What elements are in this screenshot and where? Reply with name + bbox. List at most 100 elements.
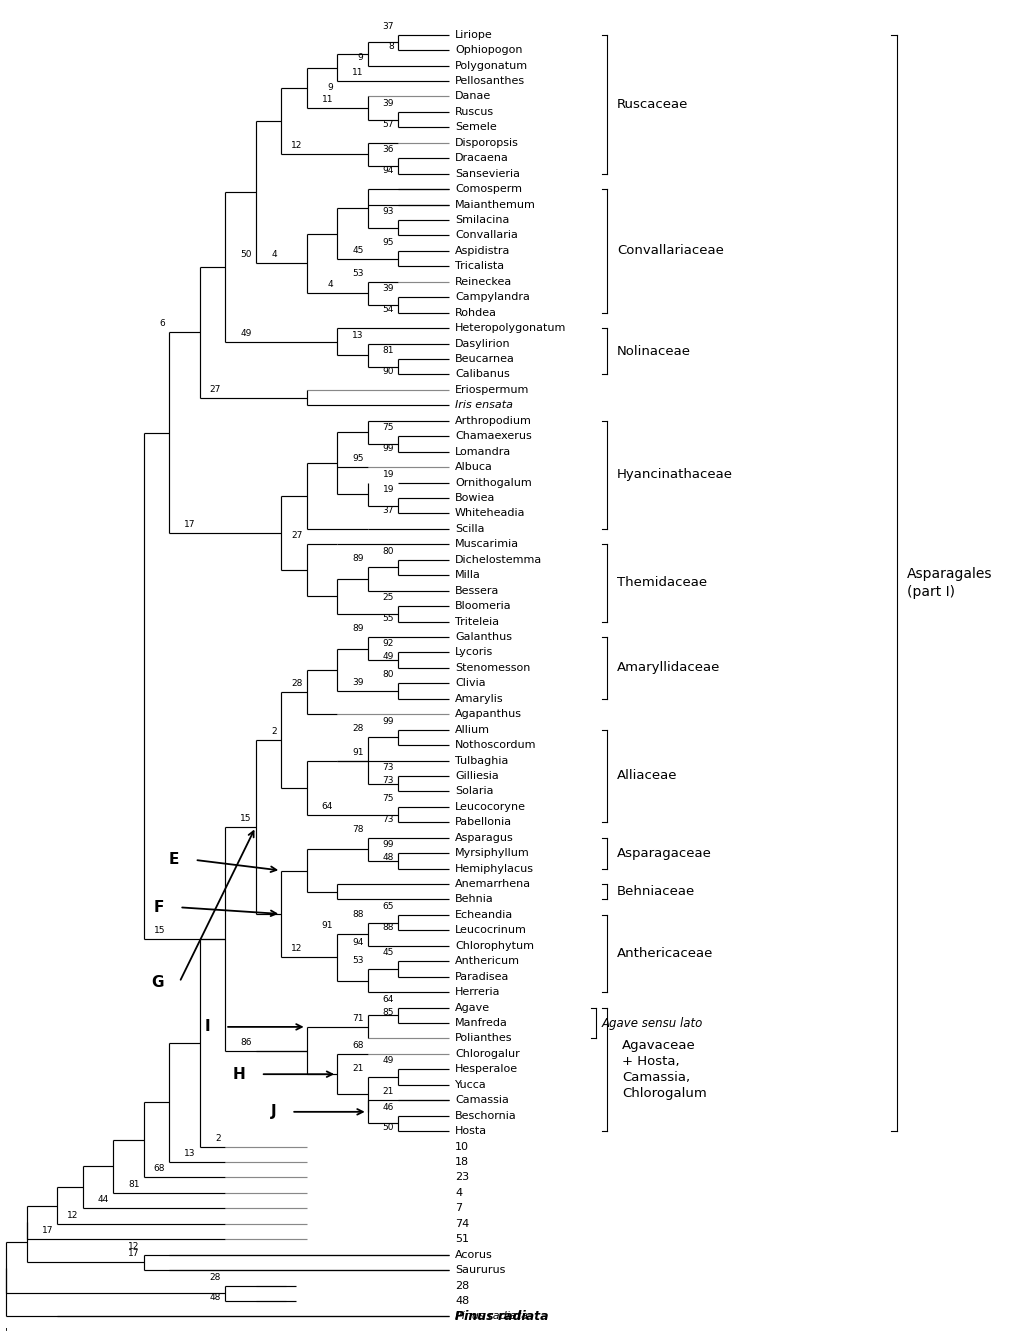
Text: 15: 15	[154, 926, 165, 935]
Text: Paradisea: Paradisea	[454, 972, 508, 982]
Text: Danae: Danae	[454, 91, 491, 102]
Text: Themidaceae: Themidaceae	[616, 576, 706, 590]
Text: 99: 99	[382, 717, 393, 726]
Text: Herreria: Herreria	[454, 988, 500, 997]
Text: Arthropodium: Arthropodium	[454, 415, 532, 426]
Text: Amaryllidaceae: Amaryllidaceae	[616, 662, 719, 674]
Text: Chlorophytum: Chlorophytum	[454, 941, 534, 951]
Text: 12: 12	[290, 142, 303, 150]
Text: Behnia: Behnia	[454, 895, 493, 904]
Text: Clivia: Clivia	[454, 678, 485, 689]
Text: Lomandra: Lomandra	[454, 446, 511, 457]
Text: 75: 75	[382, 423, 393, 433]
Text: Asparagales
(part I): Asparagales (part I)	[906, 567, 991, 599]
Text: Echeandia: Echeandia	[454, 910, 513, 921]
Text: Scilla: Scilla	[454, 524, 484, 533]
Text: 39: 39	[382, 284, 393, 293]
Text: Bessera: Bessera	[454, 586, 499, 596]
Text: Ruscus: Ruscus	[454, 107, 494, 117]
Text: Eriospermum: Eriospermum	[454, 385, 529, 395]
Text: Muscarimia: Muscarimia	[454, 539, 519, 549]
Text: 80: 80	[382, 547, 393, 556]
Text: 6: 6	[159, 319, 165, 328]
Text: 46: 46	[382, 1103, 393, 1112]
Text: Anthericum: Anthericum	[454, 957, 520, 966]
Text: Beschornia: Beschornia	[454, 1111, 517, 1120]
Text: Albuca: Albuca	[454, 462, 492, 472]
Text: 85: 85	[382, 1008, 393, 1017]
Text: 49: 49	[382, 1056, 393, 1065]
Text: Gilliesia: Gilliesia	[454, 770, 498, 781]
Text: 68: 68	[352, 1041, 363, 1051]
Text: Stenomesson: Stenomesson	[454, 663, 530, 673]
Text: 9: 9	[358, 52, 363, 62]
Text: I: I	[204, 1020, 210, 1034]
Text: 13: 13	[352, 331, 363, 339]
Text: 15: 15	[239, 813, 252, 823]
Text: Lycoris: Lycoris	[454, 647, 493, 658]
Text: 75: 75	[382, 793, 393, 803]
Text: Agave sensu lato: Agave sensu lato	[601, 1017, 702, 1029]
Text: Tricalista: Tricalista	[454, 261, 503, 271]
Text: 53: 53	[352, 955, 363, 965]
Text: 11: 11	[352, 68, 363, 76]
Text: 11: 11	[321, 95, 332, 105]
Text: 55: 55	[382, 614, 393, 623]
Text: 7: 7	[454, 1203, 462, 1213]
Text: Bowiea: Bowiea	[454, 493, 495, 502]
Text: Manfreda: Manfreda	[454, 1018, 507, 1028]
Text: Calibanus: Calibanus	[454, 370, 510, 379]
Text: 73: 73	[382, 815, 393, 824]
Text: 9: 9	[327, 83, 332, 92]
Text: 36: 36	[382, 145, 393, 154]
Text: 80: 80	[382, 670, 393, 679]
Text: Sansevieria: Sansevieria	[454, 169, 520, 178]
Text: Agave: Agave	[454, 1002, 490, 1013]
Text: 17: 17	[42, 1226, 53, 1235]
Text: 17: 17	[128, 1249, 140, 1258]
Text: 12: 12	[128, 1242, 140, 1250]
Text: Triteleia: Triteleia	[454, 616, 498, 627]
Text: Pellosanthes: Pellosanthes	[454, 76, 525, 86]
Text: 71: 71	[352, 1014, 363, 1022]
Text: Bloomeria: Bloomeria	[454, 602, 512, 611]
Text: 91: 91	[321, 921, 332, 930]
Text: Solaria: Solaria	[454, 787, 493, 796]
Text: Myrsiphyllum: Myrsiphyllum	[454, 848, 529, 858]
Text: 86: 86	[239, 1037, 252, 1047]
Text: 89: 89	[352, 555, 363, 564]
Text: ': '	[5, 1327, 8, 1337]
Text: Camassia: Camassia	[454, 1095, 508, 1106]
Text: Galanthus: Galanthus	[454, 632, 512, 642]
Text: 53: 53	[352, 269, 363, 277]
Text: 48: 48	[382, 854, 393, 862]
Text: Iris ensata: Iris ensata	[454, 401, 513, 410]
Text: 74: 74	[454, 1219, 469, 1229]
Text: Pinus radiata: Pinus radiata	[454, 1311, 548, 1323]
Text: 8: 8	[388, 43, 393, 51]
Text: Pabellonia: Pabellonia	[454, 817, 512, 827]
Text: Aspidistra: Aspidistra	[454, 247, 510, 256]
Text: 45: 45	[352, 245, 363, 255]
Text: Hosta: Hosta	[454, 1126, 487, 1136]
Text: Yucca: Yucca	[454, 1080, 486, 1089]
Text: Tulbaghia: Tulbaghia	[454, 756, 507, 765]
Text: Whiteheadia: Whiteheadia	[454, 508, 525, 519]
Text: Asparagaceae: Asparagaceae	[616, 847, 711, 860]
Text: 90: 90	[382, 367, 393, 375]
Text: 25: 25	[382, 594, 393, 602]
Text: 4: 4	[454, 1187, 462, 1198]
Text: 94: 94	[382, 166, 393, 176]
Text: Reineckea: Reineckea	[454, 277, 512, 287]
Text: Hyancinathaceae: Hyancinathaceae	[616, 468, 732, 481]
Text: Ophiopogon: Ophiopogon	[454, 46, 522, 55]
Text: Smilacina: Smilacina	[454, 214, 508, 225]
Text: 44: 44	[98, 1195, 109, 1205]
Text: Chlorogalur: Chlorogalur	[454, 1049, 520, 1059]
Text: 99: 99	[382, 444, 393, 453]
Text: 92: 92	[382, 639, 393, 649]
Text: 37: 37	[382, 21, 393, 31]
Text: 28: 28	[352, 725, 363, 733]
Text: Comosperm: Comosperm	[454, 184, 522, 194]
Text: Ruscaceae: Ruscaceae	[616, 98, 688, 111]
